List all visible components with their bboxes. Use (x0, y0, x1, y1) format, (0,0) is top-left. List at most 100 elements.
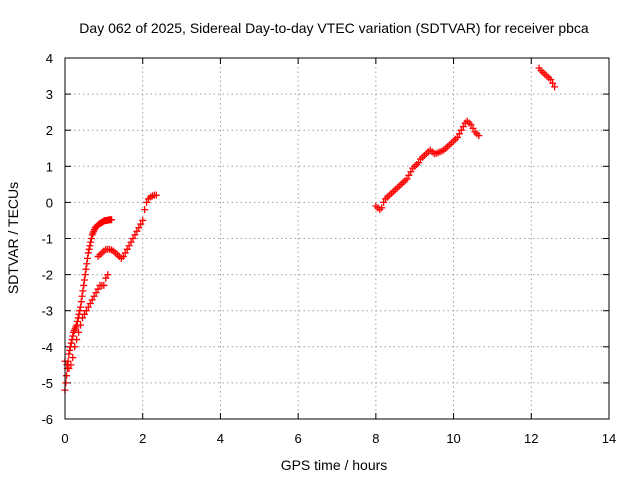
data-point (129, 235, 137, 242)
data-point (65, 364, 73, 372)
data-point (77, 321, 85, 329)
data-point (73, 336, 81, 344)
x-tick-label: 10 (446, 431, 460, 446)
data-point (457, 126, 465, 134)
data-point (84, 249, 92, 257)
data-point (76, 307, 84, 315)
y-tick-label: 3 (46, 87, 53, 102)
y-tick-label: 0 (46, 195, 53, 210)
data-point (455, 130, 463, 138)
data-point (123, 245, 131, 253)
data-point (75, 328, 83, 336)
data-point (137, 220, 145, 228)
data-point (467, 121, 475, 129)
data-point (88, 296, 96, 304)
data-point (405, 171, 413, 179)
y-axis-label: SDTVAR / TECUs (5, 182, 21, 294)
data-point (127, 238, 135, 246)
data-point (77, 303, 85, 311)
y-tick-label: -3 (41, 304, 53, 319)
x-tick-label: 14 (602, 431, 616, 446)
y-tick-label: -5 (41, 376, 53, 391)
data-point (87, 238, 95, 246)
y-tick-label: -6 (41, 412, 53, 427)
x-tick-label: 0 (61, 431, 68, 446)
data-point (102, 274, 110, 282)
data-point (119, 253, 127, 261)
y-tick-label: -2 (41, 268, 53, 283)
data-points (61, 64, 559, 394)
data-point (549, 79, 557, 87)
data-point (82, 265, 90, 273)
data-point (65, 350, 73, 358)
data-point (90, 292, 98, 300)
x-tick-label: 6 (295, 431, 302, 446)
data-point (551, 83, 559, 91)
y-tick-label: -4 (41, 340, 53, 355)
data-point (81, 271, 89, 279)
data-point (453, 133, 461, 141)
data-point (141, 206, 149, 214)
data-point (83, 260, 91, 268)
data-point (139, 216, 147, 224)
x-tick-label: 2 (139, 431, 146, 446)
data-point (84, 303, 92, 311)
y-tick-label: -1 (41, 232, 53, 247)
data-point (80, 276, 88, 284)
data-point (104, 271, 112, 279)
x-tick-label: 12 (524, 431, 538, 446)
data-point (131, 231, 139, 239)
data-point (80, 310, 88, 318)
y-tick-label: 2 (46, 123, 53, 138)
data-point (459, 123, 467, 131)
y-tick-label: 1 (46, 159, 53, 174)
data-point (407, 168, 415, 176)
data-point (547, 76, 555, 84)
y-tick-label: 4 (46, 51, 53, 66)
data-point (79, 287, 87, 295)
data-point (378, 204, 386, 212)
data-point (94, 285, 102, 293)
data-point (80, 281, 88, 289)
data-point (84, 254, 92, 262)
x-axis-label: GPS time / hours (281, 457, 388, 473)
plot-frame (64, 57, 610, 420)
x-tick-label: 4 (217, 431, 224, 446)
x-tick-label: 8 (372, 431, 379, 446)
data-point (78, 292, 86, 300)
data-point (73, 318, 81, 326)
data-point (87, 235, 95, 242)
data-point (67, 339, 75, 347)
data-point (380, 198, 388, 206)
data-point (121, 249, 129, 257)
data-point (77, 298, 85, 306)
data-point (152, 191, 160, 199)
data-point (100, 281, 108, 289)
data-point (133, 227, 141, 235)
data-point (66, 346, 74, 354)
data-point (108, 216, 116, 224)
data-point (143, 198, 151, 206)
data-point (67, 361, 75, 369)
data-point (469, 124, 477, 132)
data-point (403, 175, 411, 183)
data-point (69, 332, 77, 340)
grid (65, 58, 609, 419)
data-point (86, 242, 94, 250)
data-point (135, 224, 143, 232)
chart-title: Day 062 of 2025, Sidereal Day-to-day VTE… (79, 20, 589, 36)
data-point (71, 343, 79, 351)
data-point (63, 372, 71, 380)
data-point (85, 245, 93, 253)
data-point (415, 159, 423, 167)
data-point (125, 242, 133, 250)
data-point (82, 307, 90, 315)
data-point (62, 379, 70, 387)
data-point (78, 314, 86, 322)
data-point (86, 299, 94, 307)
data-point (92, 289, 100, 297)
data-point (475, 132, 483, 140)
data-point (69, 354, 77, 362)
